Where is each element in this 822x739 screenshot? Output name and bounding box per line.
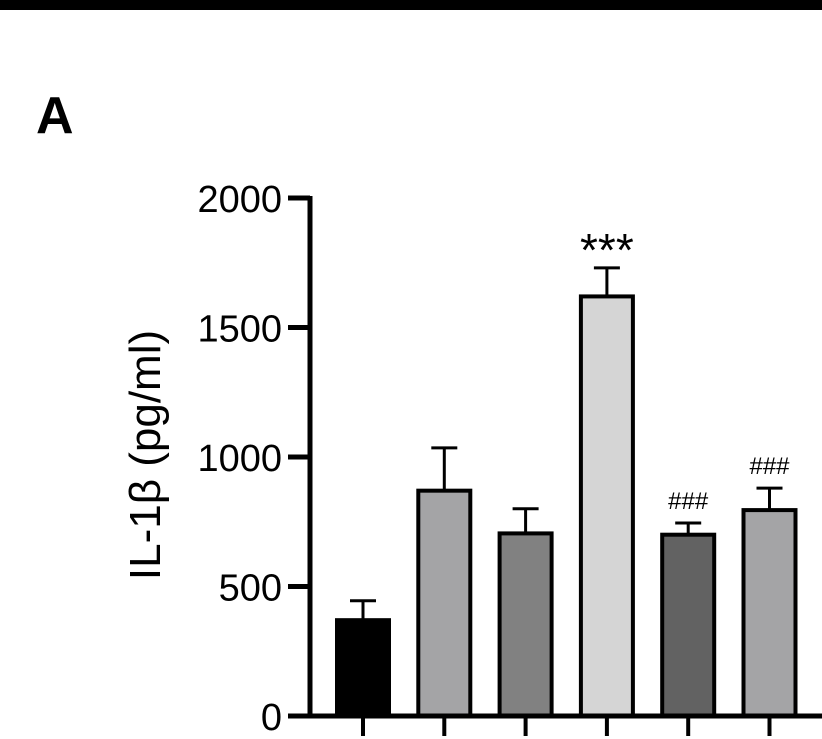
bar-3 xyxy=(578,294,635,718)
plot-area: 0 500 1000 1500 2000 *** ### ### xyxy=(197,179,822,739)
y-tick-label-0: 0 xyxy=(261,697,282,739)
top-border xyxy=(0,0,822,10)
significance-label-5: ### xyxy=(749,453,790,480)
y-tick-label-2: 1000 xyxy=(197,438,282,480)
y-axis-label: IL-1β (pg/ml) xyxy=(121,330,170,580)
bar-0 xyxy=(335,618,391,718)
bar-1 xyxy=(416,488,473,719)
y-tick-label-1: 500 xyxy=(219,568,282,610)
y-tick-label-4: 2000 xyxy=(197,179,282,221)
bar-2 xyxy=(497,531,554,719)
significance-label-3: *** xyxy=(580,224,634,276)
panel-label: A xyxy=(36,87,74,145)
significance-label-4: ### xyxy=(668,488,709,515)
bar-5 xyxy=(741,508,798,718)
y-tick-label-3: 1500 xyxy=(197,309,282,351)
bar-4 xyxy=(660,532,717,719)
